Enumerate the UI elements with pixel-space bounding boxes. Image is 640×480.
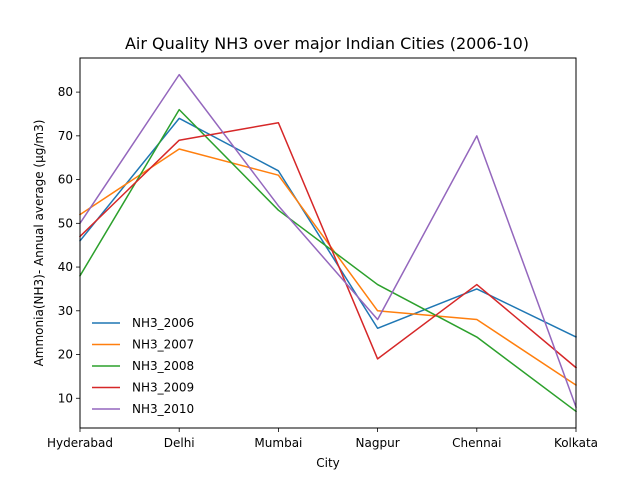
legend: NH3_2006 NH3_2007 NH3_2008 NH3_2009 NH3_2010 (92, 316, 194, 416)
y-axis-label: Ammonia(NH3)- Annual average (µg/m3) (32, 120, 46, 367)
legend-label-nh3-2010: NH3_2010 (132, 402, 194, 416)
series-line-nh3-2009 (78, 121, 578, 369)
plot-lines (78, 73, 578, 413)
y-tick-label-30: 30 (58, 304, 73, 318)
chart-title: Air Quality NH3 over major Indian Cities… (125, 34, 529, 53)
x-tick-label-mumbai: Mumbai (254, 436, 302, 450)
plot-frame (79, 57, 577, 429)
y-tick-label-80: 80 (58, 85, 73, 99)
legend-label-nh3-2009: NH3_2009 (132, 381, 194, 395)
y-axis-ticks: 10 20 30 40 50 60 70 80 (58, 85, 80, 405)
x-tick-label-kolkata: Kolkata (554, 436, 598, 450)
x-tick-label-chennai: Chennai (452, 436, 501, 450)
series-line-nh3-2010 (78, 73, 577, 408)
y-tick-label-40: 40 (58, 260, 73, 274)
y-tick-label-10: 10 (58, 391, 73, 405)
legend-label-nh3-2007: NH3_2007 (132, 338, 194, 352)
series-line-nh3-2007 (78, 148, 578, 387)
legend-label-nh3-2008: NH3_2008 (132, 359, 194, 373)
y-tick-label-20: 20 (58, 348, 73, 362)
y-tick-label-70: 70 (58, 129, 73, 143)
series-line-nh3-2008 (78, 108, 578, 413)
legend-label-nh3-2006: NH3_2006 (132, 316, 194, 330)
x-axis-ticks: Hyderabad Delhi Mumbai Nagpur Chennai Kolkata (47, 428, 598, 450)
x-tick-label-nagpur: Nagpur (356, 436, 400, 450)
y-tick-label-50: 50 (58, 216, 73, 230)
x-axis-label: City (316, 456, 340, 470)
x-tick-label-hyderabad: Hyderabad (47, 436, 113, 450)
y-tick-label-60: 60 (58, 173, 73, 187)
x-tick-label-delhi: Delhi (164, 436, 195, 450)
